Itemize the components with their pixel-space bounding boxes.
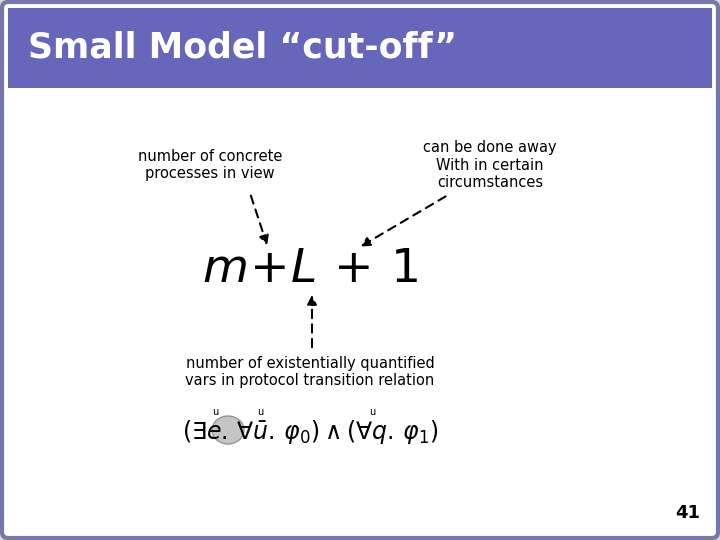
Text: number of concrete
processes in view: number of concrete processes in view	[138, 149, 282, 181]
Text: can be done away
With in certain
circumstances: can be done away With in certain circums…	[423, 140, 557, 190]
Text: number of existentially quantified
vars in protocol transition relation: number of existentially quantified vars …	[185, 356, 435, 388]
Text: u: u	[369, 407, 375, 417]
Text: Small Model “cut-off”: Small Model “cut-off”	[28, 31, 457, 65]
Text: u: u	[212, 407, 218, 417]
Text: $(\exists e.\,\forall\bar{u}.\,\varphi_0)\wedge(\forall q.\,\varphi_1)$: $(\exists e.\,\forall\bar{u}.\,\varphi_0…	[181, 418, 438, 446]
Text: $m\!+\!L\,+\,1$: $m\!+\!L\,+\,1$	[202, 247, 418, 293]
Text: 41: 41	[675, 504, 700, 522]
FancyBboxPatch shape	[8, 8, 712, 88]
Text: u: u	[257, 407, 263, 417]
Ellipse shape	[212, 416, 244, 444]
